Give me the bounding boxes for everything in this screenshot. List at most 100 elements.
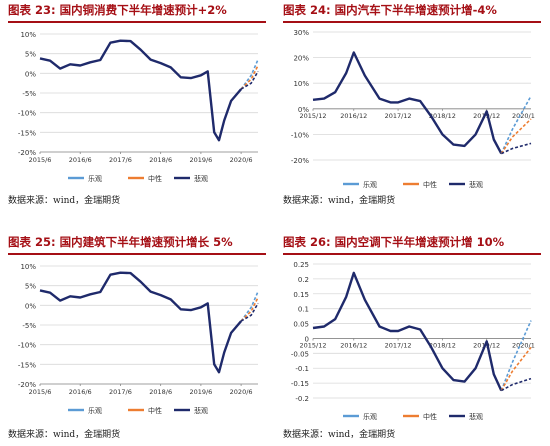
forecast-line-悲观: [500, 142, 532, 155]
forecast-line-乐观: [500, 320, 532, 391]
legend-label: 悲观: [469, 412, 483, 421]
y-tick-label: 0.15: [293, 291, 309, 299]
forecast-line-乐观: [240, 291, 259, 322]
y-tick-label: 20%: [293, 55, 309, 63]
forecast-line-悲观: [240, 303, 259, 322]
history-line: [39, 271, 243, 374]
y-tick-label: -20%: [291, 157, 309, 165]
y-tick-label: 0.25: [293, 261, 309, 269]
chart-svg: 10% 5% 0% -5% -10% -15% -20%2015/6 2016/6 2017/6…: [18, 31, 259, 183]
y-tick-label: -10%: [18, 342, 36, 350]
title-rule: [8, 253, 266, 255]
chart-title: 图表 25: 国内建筑下半年增速预计增长 5%: [8, 235, 233, 249]
legend-label: 乐观: [88, 174, 102, 183]
history-line: [39, 39, 243, 142]
x-tick-label: 2015/6: [29, 388, 52, 396]
chart-title: 图表 23: 国内铜消费下半年增速预计+2%: [8, 3, 227, 17]
forecast-line-乐观: [500, 95, 532, 154]
title-rule: [8, 21, 266, 23]
x-tick-label: 2019/6: [189, 388, 212, 396]
x-tick-label: 2016/12: [340, 112, 367, 120]
x-tick-label: 2018/12: [429, 112, 456, 120]
x-tick-label: 2018/6: [149, 388, 172, 396]
x-tick-label: 2015/12: [299, 112, 326, 120]
y-tick-label: -5%: [22, 90, 36, 98]
legend-label: 中性: [148, 406, 162, 415]
x-tick-label: 2018/12: [429, 341, 456, 349]
x-tick-label: 2020/1: [512, 341, 535, 349]
chart-panel-air-conditioner: 图表 26: 国内空调下半年增速预计增 10% 0.25 0.2 0.15 0.1 0.…: [283, 232, 541, 442]
y-tick-label: -20%: [18, 149, 36, 157]
x-tick-label: 2015/12: [299, 341, 326, 349]
history-line: [312, 271, 503, 392]
forecast-line-悲观: [240, 71, 259, 90]
y-tick-label: 0: [305, 335, 309, 343]
y-tick-label: 0.05: [293, 321, 309, 329]
legend-label: 悲观: [469, 180, 483, 189]
x-tick-label: 2015/6: [29, 156, 52, 164]
x-tick-label: 2016/12: [340, 341, 367, 349]
y-tick-label: 5%: [25, 283, 36, 291]
y-tick-label: 0.2: [298, 276, 309, 284]
legend-label: 中性: [423, 412, 437, 421]
y-tick-label: -0.05: [291, 350, 309, 358]
y-tick-label: 0%: [298, 106, 309, 114]
title-rule: [283, 21, 541, 23]
data-source: 数据来源：wind，金瑞期货: [8, 430, 121, 440]
y-tick-label: 10%: [20, 31, 36, 39]
chart-panel-construction: 图表 25: 国内建筑下半年增速预计增长 5% 10% 5% 0% -5% -10% -1…: [8, 232, 266, 442]
x-tick-label: 2018/6: [149, 156, 172, 164]
x-tick-label: 2016/6: [69, 388, 92, 396]
x-tick-label: 2020/6: [230, 388, 253, 396]
title-rule: [283, 253, 541, 255]
y-tick-label: -0.15: [291, 380, 309, 388]
y-tick-label: -10%: [18, 110, 36, 118]
chart-title: 图表 24: 国内汽车下半年增速预计增-4%: [283, 3, 497, 17]
legend-label: 中性: [148, 174, 162, 183]
forecast-line-中性: [500, 118, 532, 155]
x-tick-label: 2017/6: [109, 388, 132, 396]
history-line: [312, 51, 503, 155]
y-tick-label: 0.1: [298, 306, 309, 314]
y-tick-label: -15%: [18, 129, 36, 137]
legend-label: 中性: [423, 180, 437, 189]
legend-label: 乐观: [363, 180, 377, 189]
forecast-line-中性: [240, 65, 259, 90]
x-tick-label: 2016/6: [69, 156, 92, 164]
x-tick-label: 2017/12: [385, 341, 412, 349]
legend-label: 乐观: [363, 412, 377, 421]
y-tick-label: -20%: [18, 381, 36, 389]
data-source: 数据来源：wind，金瑞期货: [283, 196, 396, 206]
y-tick-label: 0%: [25, 302, 36, 310]
chart-svg: 10% 5% 0% -5% -10% -15% -20%2015/6 2016/6 2017/6…: [18, 263, 259, 415]
x-tick-label: 2017/12: [385, 112, 412, 120]
y-tick-label: 5%: [25, 51, 36, 59]
y-tick-label: -15%: [18, 361, 36, 369]
y-tick-label: 10%: [20, 263, 36, 271]
legend-label: 悲观: [194, 174, 208, 183]
forecast-line-中性: [500, 346, 532, 391]
y-tick-label: -0.2: [295, 395, 309, 403]
y-tick-label: -10%: [291, 131, 309, 139]
chart-svg: 0.25 0.2 0.15 0.1 0.05 0 -0.05 -0.1 -0.15 -0.2 201…: [291, 261, 535, 421]
x-tick-label: 2019/6: [189, 156, 212, 164]
chart-panel-copy-consumption: 图表 23: 国内铜消费下半年增速预计+2% 10% 5% 0% -5% -10% -15…: [8, 0, 266, 210]
chart-svg: 30% 20% 10% 0% -10% -20% 2015/12 2016/12 2017/12…: [291, 29, 535, 189]
legend-label: 悲观: [194, 406, 208, 415]
y-tick-label: 0%: [25, 70, 36, 78]
chart-panel-auto: 图表 24: 国内汽车下半年增速预计增-4% 30% 20% 10% 0% -10% -2…: [283, 0, 541, 210]
x-tick-label: 2020/1: [512, 112, 535, 120]
x-tick-label: 2020/6: [230, 156, 253, 164]
forecast-line-乐观: [240, 59, 259, 90]
y-tick-label: -0.1: [295, 365, 309, 373]
forecast-line-中性: [240, 297, 259, 322]
chart-title: 图表 26: 国内空调下半年增速预计增 10%: [283, 235, 505, 249]
y-tick-label: 10%: [293, 80, 309, 88]
x-tick-label: 2017/6: [109, 156, 132, 164]
data-source: 数据来源：wind，金瑞期货: [8, 196, 121, 206]
y-tick-label: -5%: [22, 322, 36, 330]
data-source: 数据来源：wind，金瑞期货: [283, 430, 396, 440]
legend-label: 乐观: [88, 406, 102, 415]
y-tick-label: 30%: [293, 29, 309, 37]
forecast-line-悲观: [500, 377, 532, 392]
